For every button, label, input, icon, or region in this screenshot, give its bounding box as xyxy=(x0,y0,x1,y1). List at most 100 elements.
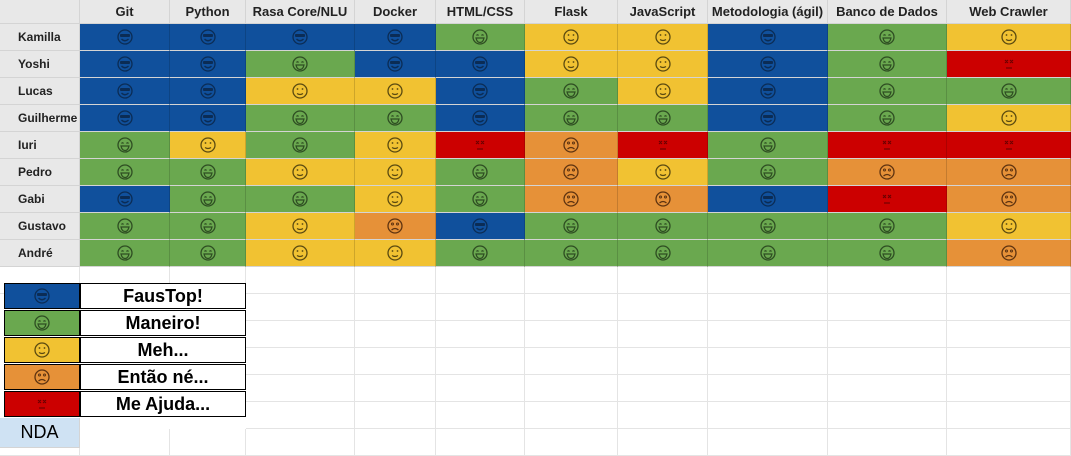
empty-cell[interactable] xyxy=(947,294,1071,321)
empty-cell[interactable] xyxy=(618,429,708,456)
empty-cell[interactable] xyxy=(618,267,708,294)
empty-cell[interactable] xyxy=(246,348,355,375)
empty-cell[interactable] xyxy=(355,294,436,321)
rating-cell[interactable] xyxy=(947,240,1071,267)
rating-cell[interactable] xyxy=(80,51,170,78)
rating-cell[interactable] xyxy=(525,132,618,159)
rating-cell[interactable] xyxy=(828,159,947,186)
rating-cell[interactable] xyxy=(246,186,355,213)
rating-cell[interactable] xyxy=(828,51,947,78)
empty-cell[interactable] xyxy=(436,429,525,456)
rating-cell[interactable] xyxy=(525,105,618,132)
empty-cell[interactable] xyxy=(618,321,708,348)
rating-cell[interactable] xyxy=(80,24,170,51)
empty-cell[interactable] xyxy=(355,375,436,402)
rating-cell[interactable] xyxy=(355,159,436,186)
rating-cell[interactable] xyxy=(170,78,246,105)
rating-cell[interactable] xyxy=(618,132,708,159)
rating-cell[interactable] xyxy=(436,24,525,51)
empty-cell[interactable] xyxy=(525,267,618,294)
empty-cell[interactable] xyxy=(828,429,947,456)
rating-cell[interactable] xyxy=(436,213,525,240)
empty-cell[interactable] xyxy=(708,375,828,402)
rating-cell[interactable] xyxy=(947,51,1071,78)
rating-cell[interactable] xyxy=(246,105,355,132)
empty-cell[interactable] xyxy=(708,429,828,456)
rating-cell[interactable] xyxy=(170,240,246,267)
empty-cell[interactable] xyxy=(436,267,525,294)
rating-cell[interactable] xyxy=(947,132,1071,159)
empty-cell[interactable] xyxy=(436,402,525,429)
rating-cell[interactable] xyxy=(436,132,525,159)
rating-cell[interactable] xyxy=(80,105,170,132)
rating-cell[interactable] xyxy=(947,78,1071,105)
rating-cell[interactable] xyxy=(828,213,947,240)
rating-cell[interactable] xyxy=(947,213,1071,240)
rating-cell[interactable] xyxy=(80,78,170,105)
rating-cell[interactable] xyxy=(170,186,246,213)
rating-cell[interactable] xyxy=(525,240,618,267)
rating-cell[interactable] xyxy=(708,186,828,213)
rating-cell[interactable] xyxy=(80,132,170,159)
rating-cell[interactable] xyxy=(525,78,618,105)
empty-cell[interactable] xyxy=(246,267,355,294)
empty-cell[interactable] xyxy=(828,294,947,321)
empty-cell[interactable] xyxy=(355,348,436,375)
empty-cell[interactable] xyxy=(947,321,1071,348)
rating-cell[interactable] xyxy=(246,240,355,267)
empty-cell[interactable] xyxy=(618,375,708,402)
rating-cell[interactable] xyxy=(355,186,436,213)
rating-cell[interactable] xyxy=(828,24,947,51)
empty-cell[interactable] xyxy=(708,294,828,321)
rating-cell[interactable] xyxy=(170,132,246,159)
rating-cell[interactable] xyxy=(355,105,436,132)
empty-cell[interactable] xyxy=(436,294,525,321)
rating-cell[interactable] xyxy=(80,186,170,213)
rating-cell[interactable] xyxy=(170,51,246,78)
empty-cell[interactable] xyxy=(947,267,1071,294)
rating-cell[interactable] xyxy=(436,240,525,267)
empty-cell[interactable] xyxy=(246,294,355,321)
empty-cell[interactable] xyxy=(525,429,618,456)
empty-cell[interactable] xyxy=(828,402,947,429)
rating-cell[interactable] xyxy=(708,24,828,51)
rating-cell[interactable] xyxy=(618,78,708,105)
empty-cell[interactable] xyxy=(708,321,828,348)
rating-cell[interactable] xyxy=(355,213,436,240)
rating-cell[interactable] xyxy=(618,240,708,267)
empty-cell[interactable] xyxy=(355,429,436,456)
rating-cell[interactable] xyxy=(436,78,525,105)
rating-cell[interactable] xyxy=(246,51,355,78)
empty-cell[interactable] xyxy=(80,429,170,456)
rating-cell[interactable] xyxy=(828,186,947,213)
empty-cell[interactable] xyxy=(525,348,618,375)
rating-cell[interactable] xyxy=(828,105,947,132)
rating-cell[interactable] xyxy=(618,159,708,186)
empty-cell[interactable] xyxy=(947,402,1071,429)
empty-cell[interactable] xyxy=(525,402,618,429)
rating-cell[interactable] xyxy=(355,51,436,78)
empty-cell[interactable] xyxy=(947,429,1071,456)
empty-cell[interactable] xyxy=(246,402,355,429)
empty-cell[interactable] xyxy=(525,375,618,402)
rating-cell[interactable] xyxy=(828,240,947,267)
empty-cell[interactable] xyxy=(618,402,708,429)
empty-cell[interactable] xyxy=(525,294,618,321)
empty-cell[interactable] xyxy=(246,375,355,402)
rating-cell[interactable] xyxy=(80,213,170,240)
empty-cell[interactable] xyxy=(525,321,618,348)
empty-cell[interactable] xyxy=(828,375,947,402)
rating-cell[interactable] xyxy=(246,213,355,240)
rating-cell[interactable] xyxy=(618,105,708,132)
rating-cell[interactable] xyxy=(618,51,708,78)
rating-cell[interactable] xyxy=(170,24,246,51)
empty-cell[interactable] xyxy=(246,429,355,456)
rating-cell[interactable] xyxy=(828,78,947,105)
rating-cell[interactable] xyxy=(708,105,828,132)
rating-cell[interactable] xyxy=(947,159,1071,186)
rating-cell[interactable] xyxy=(80,240,170,267)
rating-cell[interactable] xyxy=(828,132,947,159)
empty-cell[interactable] xyxy=(436,375,525,402)
rating-cell[interactable] xyxy=(618,24,708,51)
rating-cell[interactable] xyxy=(947,105,1071,132)
